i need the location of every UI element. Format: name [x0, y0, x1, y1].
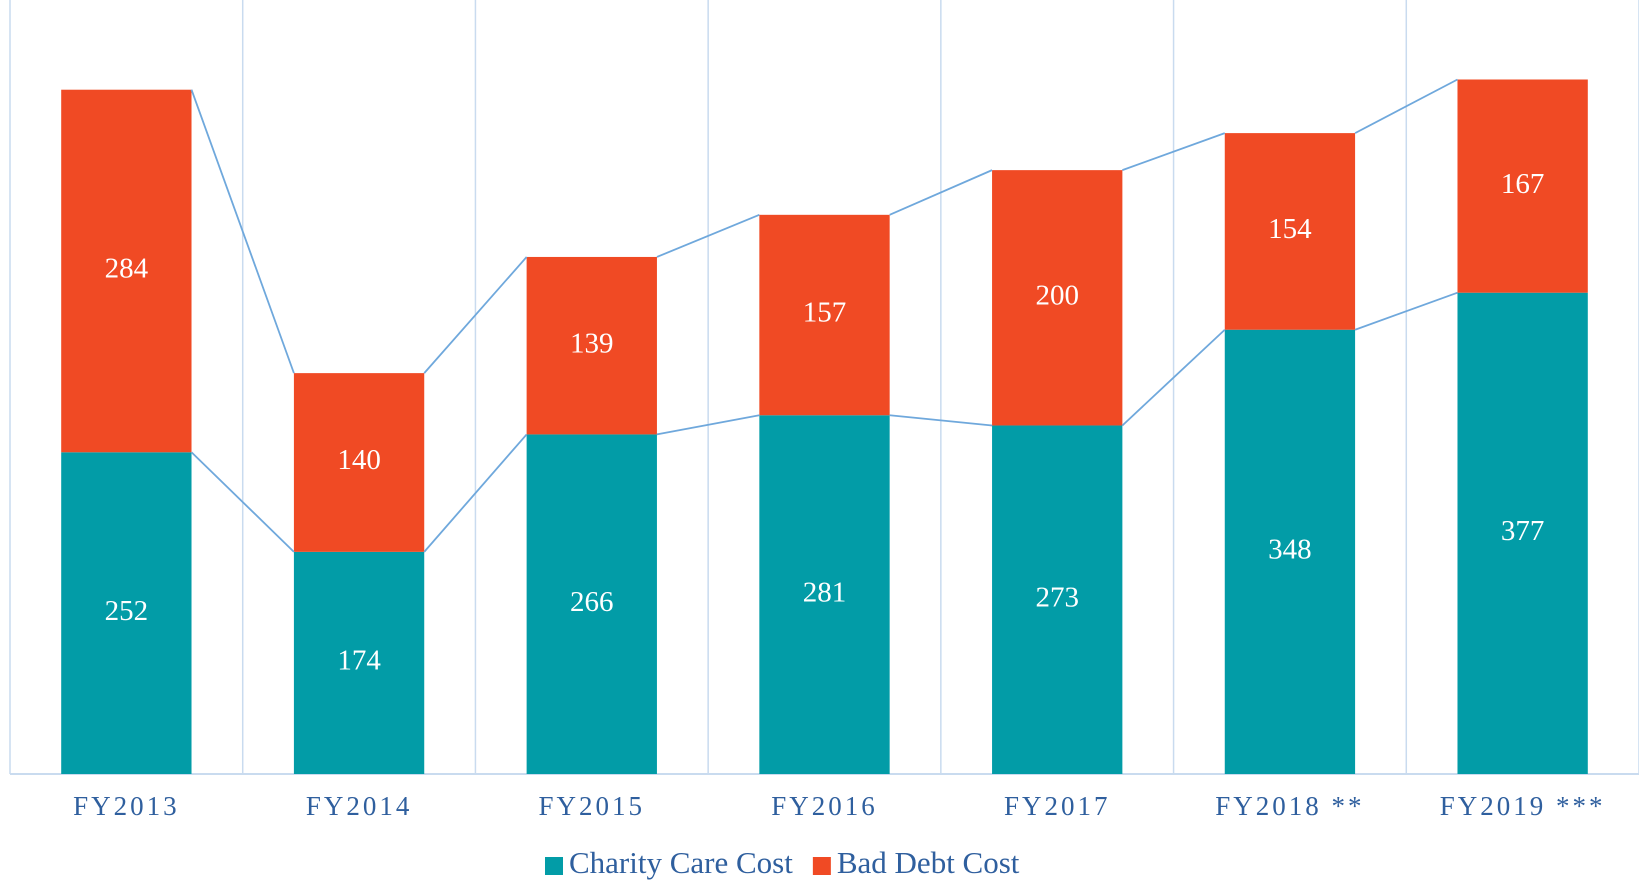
- bar-segment: [1224, 133, 1356, 330]
- bar-segment: [293, 373, 425, 552]
- legend-swatch: [545, 857, 563, 875]
- connector-line: [423, 256, 528, 374]
- data-label: 377: [1501, 515, 1545, 547]
- bar-segment: [1457, 292, 1588, 774]
- data-label: 284: [105, 253, 149, 285]
- legend-label: Bad Debt Cost: [837, 845, 1020, 880]
- connector-line: [190, 451, 295, 553]
- data-label: 140: [337, 444, 381, 476]
- connector-line: [1121, 329, 1226, 427]
- bar-segment: [1457, 79, 1588, 293]
- bar-segment: [526, 434, 657, 774]
- connector-line: [656, 213, 760, 258]
- connector-line: [190, 89, 295, 374]
- data-label: 139: [570, 327, 614, 359]
- x-tick-label: FY2018 **: [1215, 791, 1364, 821]
- legend-label: Charity Care Cost: [569, 845, 793, 880]
- data-label: 200: [1035, 279, 1079, 311]
- x-tick-label: FY2016: [771, 791, 878, 821]
- x-tick-label: FY2014: [306, 791, 413, 821]
- bar-segment: [61, 89, 192, 453]
- connector-line: [656, 414, 760, 436]
- legend-swatch: [812, 857, 831, 875]
- bar-segment: [759, 415, 890, 774]
- data-label: 157: [803, 297, 847, 329]
- x-tick-label: FY2015: [539, 791, 646, 821]
- bar-segment: [293, 551, 425, 774]
- bar-segment: [1224, 329, 1356, 774]
- data-label: 154: [1268, 213, 1312, 245]
- data-label: 174: [337, 645, 381, 677]
- connector-line: [889, 169, 993, 216]
- connector-line: [423, 433, 528, 553]
- x-tick-label: FY2017: [1004, 791, 1111, 821]
- bar-segment: [992, 425, 1123, 774]
- connector-line: [1354, 291, 1458, 331]
- x-tick-label: FY2019 ***: [1440, 791, 1606, 821]
- data-label: 167: [1501, 168, 1545, 200]
- bar-segment: [992, 170, 1123, 426]
- bar-segment: [526, 256, 657, 435]
- data-label: 252: [105, 595, 149, 627]
- x-tick-label: FY2013: [73, 791, 180, 821]
- bar-segment: [759, 214, 890, 416]
- data-label: 281: [803, 576, 847, 608]
- data-label: 348: [1268, 534, 1312, 566]
- bar-segment: [61, 452, 192, 774]
- connector-line: [889, 414, 993, 427]
- data-label: 273: [1035, 581, 1079, 613]
- data-label: 266: [570, 586, 614, 618]
- connector-line: [1354, 78, 1458, 134]
- connector-line: [1122, 132, 1226, 171]
